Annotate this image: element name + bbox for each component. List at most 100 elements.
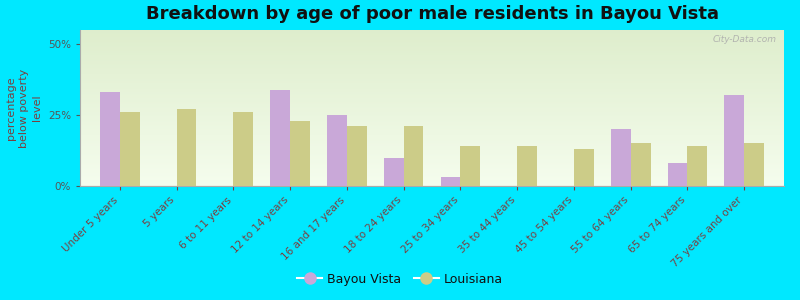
- Bar: [80, 82, 784, 83]
- Bar: [80, 134, 784, 135]
- Bar: [80, 148, 784, 150]
- Bar: [668, 163, 687, 186]
- Bar: [80, 90, 784, 91]
- Bar: [80, 113, 784, 115]
- Bar: [80, 37, 784, 38]
- Bar: [80, 83, 784, 85]
- Bar: [80, 47, 784, 48]
- Bar: [80, 174, 784, 175]
- Bar: [347, 126, 366, 186]
- Bar: [80, 52, 784, 53]
- Bar: [80, 51, 784, 52]
- Bar: [80, 68, 784, 69]
- Bar: [80, 169, 784, 170]
- Title: Breakdown by age of poor male residents in Bayou Vista: Breakdown by age of poor male residents …: [146, 5, 718, 23]
- Bar: [80, 176, 784, 177]
- Bar: [80, 128, 784, 129]
- Bar: [80, 173, 784, 174]
- Bar: [80, 111, 784, 112]
- Bar: [80, 53, 784, 55]
- Bar: [80, 42, 784, 43]
- Bar: [80, 46, 784, 47]
- Bar: [177, 110, 196, 186]
- Bar: [80, 88, 784, 90]
- Bar: [80, 115, 784, 116]
- Bar: [404, 126, 423, 186]
- Bar: [384, 158, 404, 186]
- Bar: [80, 70, 784, 72]
- Bar: [80, 126, 784, 128]
- Bar: [290, 121, 310, 186]
- Bar: [80, 120, 784, 121]
- Bar: [80, 125, 784, 126]
- Bar: [80, 91, 784, 92]
- Bar: [80, 104, 784, 105]
- Bar: [80, 62, 784, 64]
- Bar: [80, 44, 784, 46]
- Bar: [80, 158, 784, 159]
- Bar: [80, 95, 784, 96]
- Y-axis label: percentage
below poverty
level: percentage below poverty level: [6, 68, 42, 148]
- Bar: [80, 160, 784, 161]
- Bar: [80, 154, 784, 155]
- Bar: [80, 38, 784, 39]
- Bar: [80, 183, 784, 185]
- Bar: [460, 146, 480, 186]
- Bar: [80, 170, 784, 172]
- Bar: [80, 40, 784, 42]
- Bar: [574, 149, 594, 186]
- Bar: [80, 69, 784, 70]
- Bar: [80, 159, 784, 160]
- Bar: [80, 121, 784, 122]
- Bar: [120, 112, 140, 186]
- Bar: [80, 60, 784, 61]
- Bar: [80, 31, 784, 33]
- Bar: [80, 100, 784, 101]
- Bar: [80, 64, 784, 65]
- Bar: [80, 144, 784, 146]
- Bar: [80, 99, 784, 100]
- Bar: [80, 50, 784, 51]
- Bar: [80, 65, 784, 66]
- Bar: [327, 115, 347, 186]
- Bar: [80, 179, 784, 181]
- Legend: Bayou Vista, Louisiana: Bayou Vista, Louisiana: [292, 268, 508, 291]
- Bar: [80, 96, 784, 98]
- Bar: [80, 163, 784, 164]
- Bar: [270, 90, 290, 186]
- Bar: [80, 150, 784, 151]
- Bar: [80, 152, 784, 154]
- Bar: [80, 105, 784, 107]
- Bar: [80, 117, 784, 118]
- Bar: [80, 92, 784, 94]
- Bar: [80, 61, 784, 62]
- Bar: [80, 78, 784, 80]
- Bar: [80, 66, 784, 68]
- Bar: [80, 143, 784, 144]
- Bar: [80, 94, 784, 95]
- Bar: [80, 156, 784, 158]
- Bar: [80, 80, 784, 81]
- Bar: [80, 135, 784, 136]
- Bar: [80, 181, 784, 182]
- Bar: [80, 56, 784, 57]
- Bar: [80, 151, 784, 152]
- Bar: [80, 35, 784, 37]
- Bar: [80, 58, 784, 60]
- Bar: [80, 57, 784, 59]
- Bar: [80, 30, 784, 31]
- Bar: [80, 136, 784, 138]
- Bar: [80, 155, 784, 156]
- Bar: [80, 129, 784, 130]
- Bar: [80, 122, 784, 124]
- Bar: [80, 48, 784, 50]
- Bar: [80, 167, 784, 168]
- Bar: [80, 185, 784, 186]
- Bar: [80, 124, 784, 125]
- Bar: [80, 168, 784, 169]
- Bar: [80, 108, 784, 109]
- Bar: [80, 165, 784, 166]
- Bar: [80, 161, 784, 163]
- Bar: [80, 85, 784, 86]
- Bar: [80, 72, 784, 73]
